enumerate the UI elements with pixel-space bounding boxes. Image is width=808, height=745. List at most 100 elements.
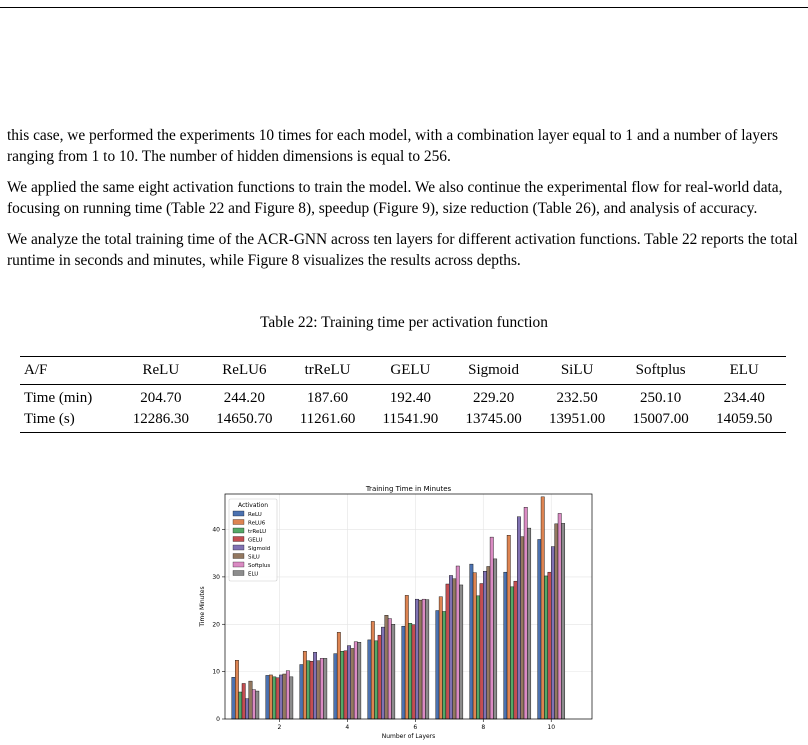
bar-relu6 [540,496,545,720]
legend-swatch-trrelu [232,527,245,534]
bar-trrelu [442,611,447,720]
y-tick-label: 20 [212,621,220,628]
table-cell: 11261.60 [299,411,356,427]
legend-swatch-elu [232,570,245,576]
bar-trrelu [238,691,243,720]
legend-label-softplus: Softplus [248,563,270,569]
table-header-cell: A/F [24,362,48,378]
bar-relu6 [234,660,239,720]
bar-gelu [309,661,314,720]
bar-silu [350,648,355,720]
bar-softplus [557,513,562,720]
bar-trrelu [340,651,345,720]
bar-trrelu [408,623,413,720]
bar-relu6 [370,621,375,720]
table-cell: 204.70 [140,390,182,406]
table-cell: 187.60 [306,390,349,406]
table-caption: Table 22: Training time per activation f… [260,314,548,331]
x-tick-label: 4 [345,724,349,731]
bar-sigmoid [279,674,283,720]
legend-swatch-relu [232,510,245,517]
table-cell: 250.10 [640,390,682,406]
bar-silu [486,566,491,720]
table-header-cell: Softplus [635,362,686,378]
bar-relu [435,610,440,720]
bar-relu [333,653,338,720]
bar-sigmoid [449,575,453,720]
bar-elu [323,658,328,720]
table-cell: 14650.70 [216,411,273,427]
bar-silu [554,523,559,720]
x-tick-label: 2 [277,724,281,731]
legend-label-relu: ReLU [248,512,262,518]
legend-label-gelu: GELU [248,538,263,544]
bar-trrelu [374,640,379,720]
legend-label-trrelu: trReLU [248,529,266,535]
x-tick-label: 8 [481,724,485,731]
table-header-cell: GELU [390,362,431,378]
bar-gelu [377,634,382,720]
bar-softplus [489,536,494,720]
bar-relu6 [302,651,307,720]
bar-elu [527,527,532,720]
bar-sigmoid [415,598,419,720]
table-header-cell: Sigmoid [468,362,519,378]
bar-sigmoid [551,546,555,720]
table-header-cell: ELU [729,362,759,378]
plot-frame [224,493,593,720]
bar-softplus [251,689,256,720]
table-header-cell: ReLU [142,362,180,378]
bar-gelu [479,583,484,720]
table-cell: 11541.90 [382,411,439,427]
table-cell: 192.40 [389,390,431,406]
bar-trrelu [272,676,277,720]
y-axis-label: Time Minutes [199,586,206,627]
bar-relu [367,639,372,720]
bar-gelu [275,677,280,720]
y-tick-label: 40 [212,527,220,534]
bar-elu [459,584,464,720]
chart-title: Training Time in Minutes [365,485,452,493]
bar-elu [561,523,566,720]
paragraph-training-time-analysis: We analyze the total training time of th… [7,231,798,269]
bar-gelu [547,571,552,720]
y-tick-label: 30 [212,574,220,581]
paragraph-activation-functions: We applied the same eight activation fun… [7,179,783,217]
bar-relu [503,571,508,720]
x-tick-label: 6 [413,724,417,731]
bar-softplus [421,598,426,720]
bar-relu [231,677,236,720]
bar-relu [537,539,542,720]
paragraph-experiment-setup: this case, we performed the experiments … [7,127,778,165]
legend-swatch-relu6 [232,519,245,525]
table-cell: 244.20 [223,390,265,406]
bar-sigmoid [347,645,351,720]
legend-swatch-softplus [232,561,245,568]
bar-relu6 [268,674,273,720]
legend-label-sigmoid: Sigmoid [248,546,270,552]
legend-label-silu: SiLU [248,555,260,561]
legend-swatch-sigmoid [232,544,245,551]
table-cell: 232.50 [556,390,598,406]
bar-gelu [445,583,450,720]
table-cell: 229.20 [472,390,515,406]
bar-elu [255,690,260,720]
bar-softplus [387,618,392,720]
table-header-cell: trReLU [304,362,351,378]
bar-silu [248,680,253,720]
bar-softplus [353,641,358,720]
bar-silu [384,615,389,720]
table-header-cell: SiLU [560,362,594,378]
table-header-cell: ReLU6 [222,362,267,378]
bar-elu [425,599,430,720]
training-time-chart: Training Time in Minutes 2 4 6 8 10 0 10 20 30 40 N… [199,485,593,740]
bar-softplus [319,658,324,720]
legend-swatch-silu [232,553,245,559]
bar-elu [357,642,362,720]
table-row: Time (min) 204.70 244.20 187.60 192.40 2… [20,385,786,410]
table-cell: 12286.30 [132,411,189,427]
bar-sigmoid [245,698,249,720]
legend-label-elu: ELU [248,572,258,578]
bar-silu [282,673,287,720]
bar-silu [520,536,525,720]
